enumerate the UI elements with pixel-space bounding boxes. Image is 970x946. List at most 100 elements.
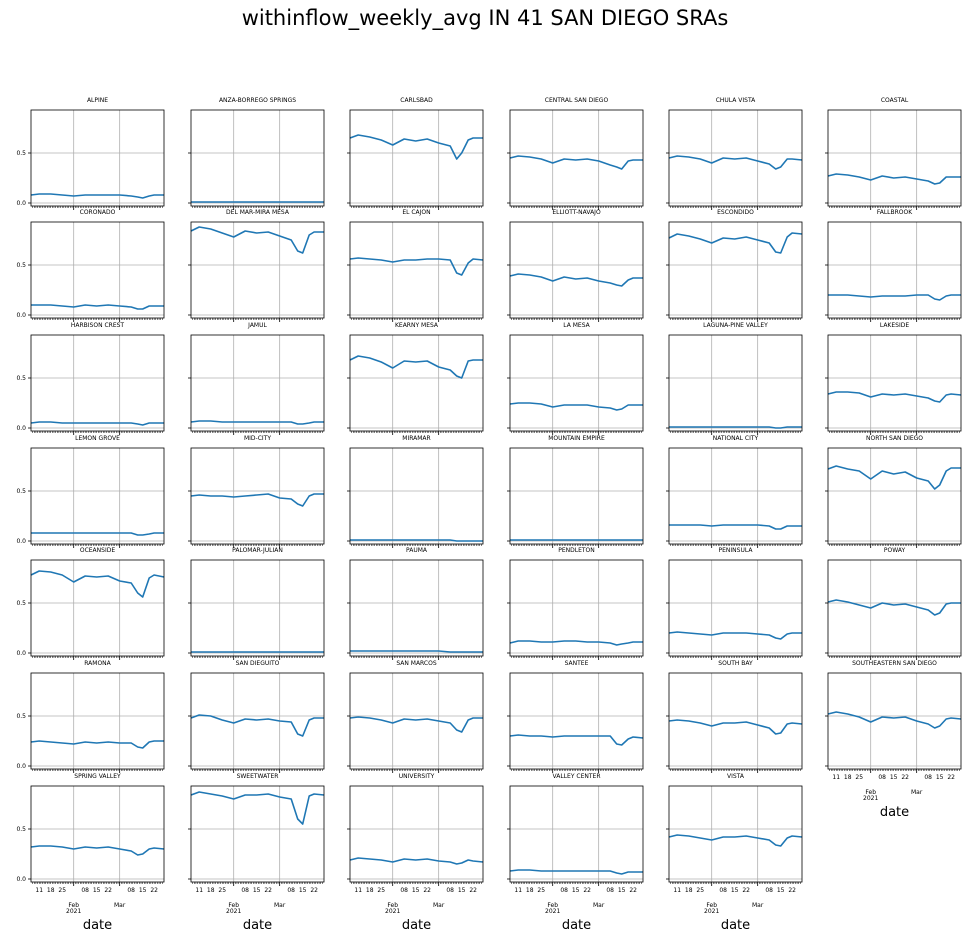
x-tick-label: 08	[127, 887, 135, 894]
x-tick-label: 08	[287, 887, 295, 894]
panel-kearny-mesa: KEARNY MESA	[347, 322, 484, 435]
panel-anza-borrego-springs: ANZA-BORREGO SPRINGS	[188, 97, 325, 210]
panel-title: PAUMA	[406, 547, 428, 554]
series-line	[31, 304, 164, 310]
panel-title: CHULA VISTA	[716, 97, 756, 104]
x-tick-label: 22	[469, 887, 477, 894]
axes-frame	[190, 109, 325, 207]
panel-oceanside: OCEANSIDE 0.0 0.5	[16, 547, 165, 660]
y-tick-label: 0.0	[16, 538, 26, 545]
panel-pauma: PAUMA	[347, 547, 484, 660]
axes-frame	[349, 447, 484, 545]
axes-frame	[30, 672, 165, 770]
panel-title: SANTEE	[565, 660, 589, 667]
panel-coastal: COASTAL	[825, 97, 962, 210]
x-tick-label: 22	[150, 887, 158, 894]
axes-frame	[30, 785, 165, 883]
panel-title: PENDLETON	[558, 547, 595, 554]
y-tick-label: 0.0	[16, 876, 26, 883]
series-line	[668, 719, 803, 735]
panel-peninsula: PENINSULA	[666, 547, 803, 660]
x-axis-label: date	[83, 918, 112, 933]
panel-title: SOUTH BAY	[718, 660, 753, 667]
axes-frame	[349, 672, 484, 770]
series-line	[509, 640, 643, 646]
panel-mid-city: MID-CITY	[188, 435, 325, 548]
x-tick-label: 15	[618, 887, 626, 894]
series-line	[30, 193, 164, 199]
x-tick-label: 15	[731, 887, 739, 894]
panel-coronado: CORONADO 0.0 0.5	[16, 209, 165, 322]
x-tick-label: 18	[526, 887, 534, 894]
panel-ramona: RAMONA 0.0 0.5	[16, 660, 165, 773]
axes-frame	[509, 221, 644, 319]
x-major-tick-label: Mar	[752, 902, 764, 909]
x-tick-label: 25	[855, 774, 863, 781]
axes-frame	[827, 447, 962, 545]
axes-frame	[509, 334, 644, 432]
panel-title: PALOMAR-JULIAN	[232, 547, 283, 554]
x-tick-label: 08	[446, 887, 454, 894]
panel-title: LEMON GROVE	[75, 435, 120, 442]
axes-frame	[668, 334, 803, 432]
panel-title: DEL MAR-MIRA MESA	[226, 209, 290, 216]
series-line	[509, 869, 643, 875]
x-major-tick-label: 2021	[66, 908, 81, 915]
x-tick-label: 08	[81, 887, 89, 894]
series-line	[668, 631, 802, 640]
x-major-tick-label: Feb	[387, 902, 398, 909]
x-tick-label: 08	[924, 774, 932, 781]
axes-frame	[349, 221, 484, 319]
axes-frame	[668, 221, 803, 319]
series-line	[349, 355, 483, 379]
panel-title: MOUNTAIN EMPIRE	[548, 435, 605, 442]
panel-title: POWAY	[884, 547, 906, 554]
series-line	[190, 791, 325, 825]
series-line	[509, 273, 643, 287]
x-tick-label: 18	[844, 774, 852, 781]
x-tick-label: 22	[629, 887, 637, 894]
axes-frame	[30, 334, 165, 432]
panel-mountain-empire: MOUNTAIN EMPIRE	[507, 435, 644, 548]
panel-title: EL CAJON	[402, 209, 430, 216]
panel-escondido: ESCONDIDO	[666, 209, 803, 322]
x-tick-label: 15	[572, 887, 580, 894]
x-axis-label: date	[721, 918, 750, 933]
panel-title: CARLSBAD	[400, 97, 433, 104]
panel-central-san-diego: CENTRAL SAN DIEGO	[507, 97, 644, 210]
y-tick-label: 0.5	[16, 600, 26, 607]
y-tick-label: 0.0	[16, 312, 26, 319]
panel-title: ALPINE	[87, 97, 108, 104]
x-major-tick-label: Mar	[593, 902, 605, 909]
panel-title: UNIVERSITY	[399, 773, 435, 780]
series-line	[30, 740, 164, 749]
axes-frame	[349, 109, 484, 207]
x-tick-label: 22	[423, 887, 431, 894]
x-tick-label: 18	[47, 887, 55, 894]
x-tick-label: 25	[218, 887, 226, 894]
axes-frame	[668, 785, 803, 883]
axes-frame	[30, 109, 165, 207]
x-tick-label: 22	[788, 887, 796, 894]
x-tick-label: 25	[58, 887, 66, 894]
x-tick-label: 11	[35, 887, 43, 894]
series-line	[350, 539, 483, 542]
panel-palomar-julian: PALOMAR-JULIAN	[188, 547, 325, 660]
panel-title: JAMUL	[247, 322, 267, 329]
x-tick-label: 11	[514, 887, 522, 894]
x-tick-label: 22	[742, 887, 750, 894]
x-tick-label: 18	[685, 887, 693, 894]
x-major-tick-label: Mar	[433, 902, 445, 909]
x-tick-label: 25	[696, 887, 704, 894]
x-major-tick-label: 2021	[226, 908, 241, 915]
axes-frame	[668, 447, 803, 545]
panel-title: HARBISON CREST	[71, 322, 125, 329]
x-major-tick-label: Feb	[228, 902, 239, 909]
axes-frame	[349, 785, 484, 883]
x-tick-label: 22	[901, 774, 909, 781]
x-major-tick-label: 2021	[863, 795, 878, 802]
panel-title: FALLBROOK	[877, 209, 913, 216]
axes-frame	[668, 672, 803, 770]
